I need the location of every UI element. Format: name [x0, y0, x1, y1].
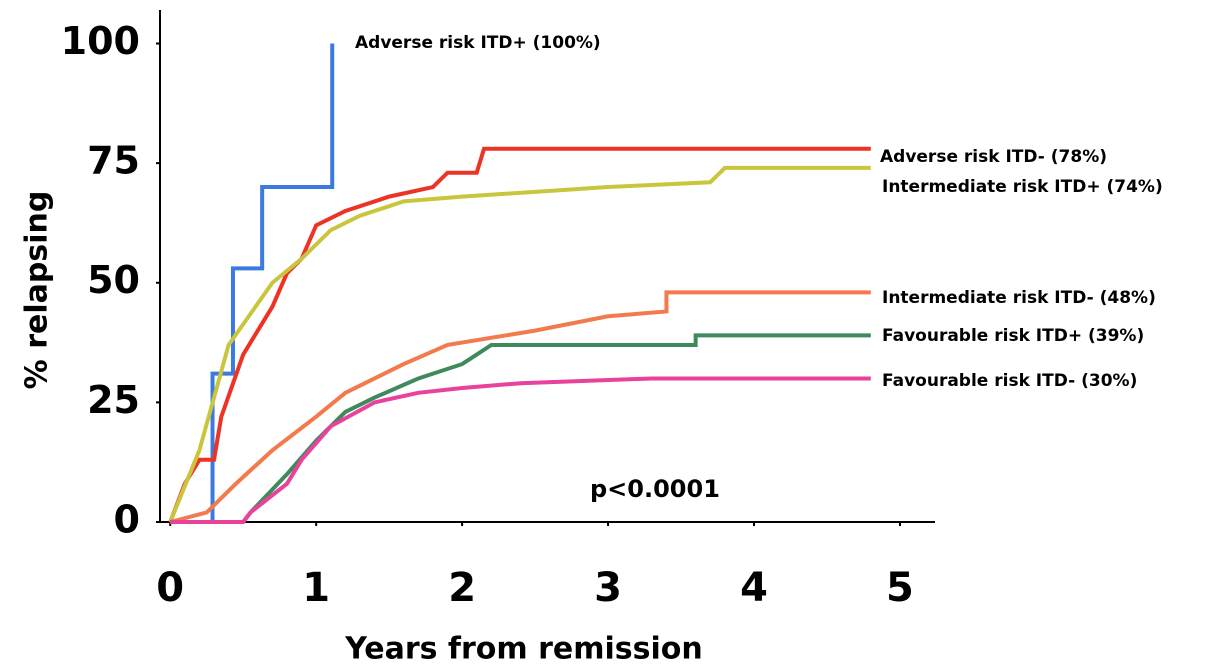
series-label: Favourable risk ITD+ (39%)	[882, 326, 1144, 346]
x-axis-label: Years from remission	[344, 632, 702, 667]
x-tick-label: 0	[156, 565, 184, 611]
y-tick-label: 75	[87, 139, 140, 183]
x-tick-label: 2	[448, 565, 476, 611]
series-line	[168, 165, 871, 523]
y-tick-label: 0	[114, 498, 140, 542]
y-tick-label: 50	[87, 258, 140, 302]
series-label: Favourable risk ITD- (30%)	[882, 371, 1137, 391]
x-tick-label: 1	[302, 565, 330, 611]
series-label: Intermediate risk ITD+ (74%)	[882, 177, 1163, 197]
series-line	[169, 290, 871, 524]
series-line	[170, 43, 335, 524]
series-label: Adverse risk ITD- (78%)	[880, 147, 1107, 167]
x-tick-label: 3	[594, 565, 622, 611]
series-label: Intermediate risk ITD- (48%)	[882, 288, 1156, 308]
y-tick-label: 100	[61, 19, 140, 63]
series-line	[170, 376, 871, 524]
series-label: Adverse risk ITD+ (100%)	[355, 33, 601, 53]
y-tick-label: 25	[87, 378, 140, 422]
y-axis-label: % relapsing	[20, 191, 55, 390]
x-tick-label: 5	[886, 565, 914, 611]
p-value: p<0.0001	[590, 475, 720, 503]
x-tick-label: 4	[740, 565, 768, 611]
